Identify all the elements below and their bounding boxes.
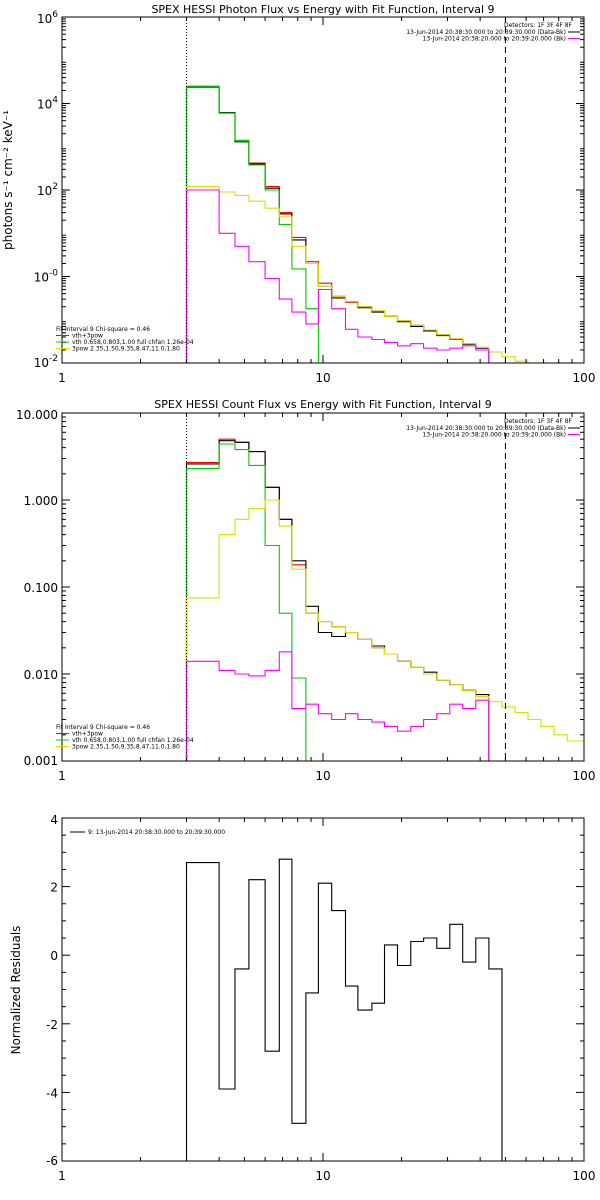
series-layer xyxy=(185,438,584,761)
series-line-4 xyxy=(185,651,490,761)
y-tick-label: 0.010 xyxy=(24,668,58,682)
legend: Fit Interval 9 Chi-square = 0.46vth+3pow… xyxy=(56,724,194,751)
count-flux-panel: SPEX HESSI Count Flux vs Energy with Fit… xyxy=(16,398,595,783)
legend-entry: vth+3pow xyxy=(72,731,103,738)
time-interval-entry: 13-Jun-2014 20:38:30.000 to 20:39:30.000… xyxy=(406,29,566,36)
series-line-3 xyxy=(185,499,584,761)
series-line-3 xyxy=(185,186,568,363)
y-tick-label: -2 xyxy=(46,1018,58,1032)
y-tick-label: 0.100 xyxy=(24,581,58,595)
y-tick-label: 102 xyxy=(37,182,58,198)
series-line-1 xyxy=(185,440,490,761)
y-tick-label: 0.001 xyxy=(24,754,58,768)
vline-layer xyxy=(186,413,506,761)
panel-title: SPEX HESSI Photon Flux vs Energy with Fi… xyxy=(151,3,494,16)
y-tick-label: -4 xyxy=(46,1086,58,1100)
series-layer xyxy=(185,85,568,363)
series-line-1 xyxy=(185,86,490,363)
vline-layer xyxy=(186,17,506,363)
legend-entry: Fit Interval 9 Chi-square = 0.46 xyxy=(56,724,150,731)
time-interval-entry: 13-Jun-2014 20:38:20.000 to 20:39:20.000… xyxy=(423,36,566,43)
legend-entry: 3pow 2.35,1.50,9.35,8.47,11.0,1.80 xyxy=(72,346,180,353)
y-tick-label: 2 xyxy=(50,881,58,895)
time-interval-entry: 13-Jun-2014 20:38:20.000 to 20:39:20.000… xyxy=(423,432,566,439)
y-tick-label: 10-0 xyxy=(34,269,59,285)
series-line-0 xyxy=(185,85,490,363)
series-layer xyxy=(185,858,503,1161)
series-line-2 xyxy=(185,85,332,363)
detectors-label: Detectors: 1F 3F 4F 8F xyxy=(504,418,573,425)
detectors-label: Detectors: 1F 3F 4F 8F xyxy=(504,22,573,29)
tick-layer: 1 10 100 -6 -4 -2 0 2 4 xyxy=(46,813,595,1183)
y-tick-label: 4 xyxy=(50,813,58,827)
y-tick-label: 104 xyxy=(37,96,58,112)
series-line-2 xyxy=(185,443,319,761)
x-tick-label: 10 xyxy=(315,769,330,783)
y-axis-label: Normalized Residuals xyxy=(9,926,23,1055)
x-tick-label: 100 xyxy=(573,769,596,783)
series-line-0 xyxy=(185,438,490,761)
x-tick-label: 1 xyxy=(58,769,66,783)
legend-entry: vth 0.658,0.803,1.00 full chfan 1.26e-04 xyxy=(72,737,194,744)
panel-title: SPEX HESSI Count Flux vs Energy with Fit… xyxy=(154,398,491,411)
legend-entry: 3pow 2.35,1.50,9.35,8.47,11.0,1.80 xyxy=(72,744,180,751)
y-tick-label: 106 xyxy=(37,10,58,26)
tick-layer: 1 10 100 10-2 10-0 102 104 106 xyxy=(34,10,596,385)
y-tick-label: -6 xyxy=(46,1154,58,1168)
x-tick-label: 10 xyxy=(315,371,330,385)
legend-entry: Fit Interval 9 Chi-square = 0.46 xyxy=(56,326,150,333)
x-tick-label: 100 xyxy=(573,371,596,385)
series-line-0 xyxy=(185,858,503,1161)
legend-entry: vth+3pow xyxy=(72,333,103,340)
photon-flux-panel: SPEX HESSI Photon Flux vs Energy with Fi… xyxy=(1,3,595,385)
y-tick-label: 0 xyxy=(50,949,58,963)
legend-entry: 9: 13-Jun-2014 20:38:30.000 to 20:39:30.… xyxy=(88,829,225,836)
x-tick-label: 1 xyxy=(58,371,66,385)
x-tick-label: 100 xyxy=(573,1169,596,1183)
y-axis-label: photons s⁻¹ cm⁻² keV⁻¹ xyxy=(1,110,15,250)
tick-layer: 1 10 100 0.001 0.010 0.100 1.000 10.000 xyxy=(16,408,595,783)
series-line-4 xyxy=(185,189,490,363)
plot-frame xyxy=(61,817,585,1162)
y-tick-label: 10-2 xyxy=(34,354,58,370)
legend: Fit Interval 9 Chi-square = 0.46vth+3pow… xyxy=(56,326,194,353)
y-tick-label: 1.000 xyxy=(24,494,58,508)
legend-entry: vth 0.658,0.803,1.00 full chfan 1.26e-04 xyxy=(72,339,194,346)
x-tick-label: 1 xyxy=(58,1169,66,1183)
residuals-panel: Normalized Residuals 1 10 100 -6 -4 -2 0 2 4 9: … xyxy=(9,813,595,1183)
legend: 9: 13-Jun-2014 20:38:30.000 to 20:39:30.… xyxy=(70,829,225,836)
time-interval-entry: 13-Jun-2014 20:38:30.000 to 20:39:30.000… xyxy=(406,425,566,432)
x-tick-label: 10 xyxy=(315,1169,330,1183)
y-tick-label: 10.000 xyxy=(16,408,58,422)
